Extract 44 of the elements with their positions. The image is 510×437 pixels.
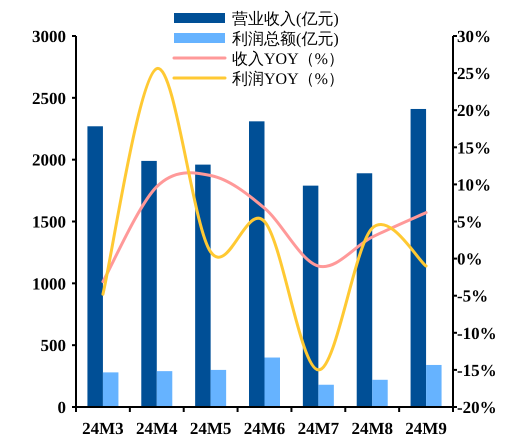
legend-label: 利润YOY（%） xyxy=(232,70,344,88)
y-tick-label: 2500 xyxy=(32,88,66,108)
bar xyxy=(302,186,318,407)
legend-label: 收入YOY（%） xyxy=(232,50,344,68)
x-tick-label: 24M4 xyxy=(136,419,178,437)
bar xyxy=(356,173,372,407)
y2-tick-label: -5% xyxy=(457,286,488,306)
y2-tick-label: 20% xyxy=(457,101,491,120)
y2-tick-label: 0% xyxy=(457,250,482,269)
y2-tick-label: 30% xyxy=(457,27,491,46)
x-tick-label: 24M8 xyxy=(351,419,393,437)
y2-tick-label: -15% xyxy=(457,360,497,380)
y-tick-label: 3000 xyxy=(32,27,66,46)
x-tick-label: 24M3 xyxy=(82,419,124,437)
bar xyxy=(102,372,118,407)
bar xyxy=(318,384,334,407)
bar xyxy=(410,108,426,407)
x-tick-label: 24M5 xyxy=(190,419,232,437)
legend-label: 利润总额(亿元) xyxy=(232,30,339,48)
legend-label: 营业收入(亿元) xyxy=(232,10,339,28)
bar xyxy=(87,126,103,407)
y2-tick-label: 15% xyxy=(457,138,491,158)
y-tick-label: 500 xyxy=(40,336,66,356)
y-tick-label: 2000 xyxy=(32,150,66,170)
bar xyxy=(195,164,211,407)
x-tick-label: 24M6 xyxy=(244,419,286,437)
y2-tick-label: -20% xyxy=(457,398,497,417)
y2-tick-label: 25% xyxy=(457,64,491,84)
y-tick-label: 0 xyxy=(58,398,66,417)
bar xyxy=(210,370,226,407)
y2-tick-label: 10% xyxy=(457,175,491,194)
y2-tick-label: -10% xyxy=(457,324,497,343)
y-tick-label: 1500 xyxy=(32,212,66,232)
bar xyxy=(249,121,264,407)
bar xyxy=(426,364,442,407)
y-tick-label: 1000 xyxy=(32,274,66,294)
bar xyxy=(141,160,157,407)
bar xyxy=(156,371,172,407)
x-tick-label: 24M9 xyxy=(405,419,447,437)
y2-tick-label: 5% xyxy=(457,212,482,232)
x-tick-label: 24M7 xyxy=(298,419,340,437)
line-series xyxy=(101,67,428,372)
bar xyxy=(264,358,280,407)
bar xyxy=(372,380,388,407)
